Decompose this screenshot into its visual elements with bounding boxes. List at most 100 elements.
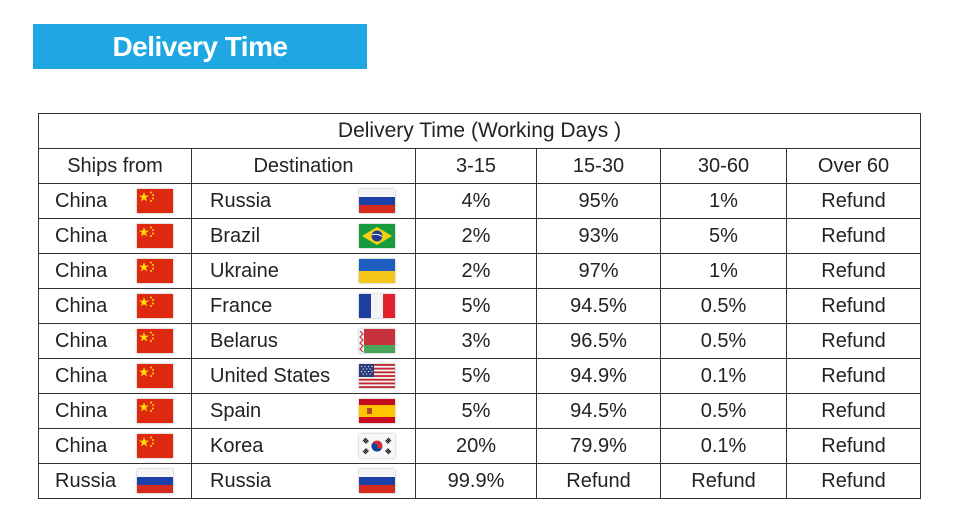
destination-label: Russia	[210, 469, 272, 492]
ships-from-cell: China	[38, 323, 192, 359]
destination-cell: Spain	[191, 393, 416, 429]
ships-from-cell: China	[38, 218, 192, 254]
header-row: Ships from Destination 3-15 15-30 30-60 …	[38, 148, 922, 184]
ships-from-label: China	[55, 294, 108, 317]
over-60-cell: Refund	[785, 428, 922, 464]
pct-30-60-cell: 0.5%	[660, 288, 787, 324]
destination-cell: United States	[191, 358, 416, 394]
ships-from-cell: China	[38, 393, 192, 429]
over-60-cell: Refund	[785, 323, 922, 359]
pct-15-30-cell: 94.9%	[536, 358, 661, 394]
ships-from-label: Russia	[55, 469, 117, 492]
destination-label: Russia	[210, 189, 272, 212]
table-row: China Belarus 3% 96.5% 0.5% Refund	[38, 323, 922, 359]
col-header-destination: Destination	[191, 148, 416, 184]
pct-3-15-cell: 99.9%	[415, 463, 537, 499]
pct-3-15-cell: 5%	[415, 288, 537, 324]
destination-cell: Ukraine	[191, 253, 416, 289]
pct-30-60-cell: 0.1%	[660, 358, 787, 394]
table-row: Russia Russia 99.9% Refund Refund Refund	[38, 463, 922, 499]
korea-flag-icon	[359, 434, 395, 458]
table-title: Delivery Time (Working Days )	[37, 113, 922, 149]
china-flag-icon	[137, 189, 173, 213]
china-flag-icon	[137, 329, 173, 353]
destination-label: Belarus	[210, 329, 278, 352]
pct-15-30-cell: 97%	[536, 253, 661, 289]
destination-cell: France	[191, 288, 416, 324]
china-flag-icon	[137, 294, 173, 318]
destination-cell: Russia	[191, 463, 416, 499]
pct-3-15-cell: 2%	[415, 253, 537, 289]
usa-flag-icon	[359, 364, 395, 388]
pct-15-30-cell: 94.5%	[536, 393, 661, 429]
pct-15-30-cell: 95%	[536, 183, 661, 219]
over-60-cell: Refund	[785, 253, 922, 289]
col-header-15-30: 15-30	[536, 148, 661, 184]
destination-label: Spain	[210, 399, 262, 422]
belarus-flag-icon	[359, 329, 395, 353]
brazil-flag-icon	[359, 224, 395, 248]
pct-30-60-cell: 0.5%	[660, 393, 787, 429]
pct-3-15-cell: 2%	[415, 218, 537, 254]
pct-15-30-cell: 93%	[536, 218, 661, 254]
destination-label: Brazil	[210, 224, 261, 247]
table-row: China Russia 4% 95% 1% Refund	[38, 183, 922, 219]
ships-from-label: China	[55, 189, 108, 212]
destination-cell: Brazil	[191, 218, 416, 254]
over-60-cell: Refund	[785, 393, 922, 429]
pct-30-60-cell: 1%	[660, 253, 787, 289]
destination-label: France	[210, 294, 273, 317]
col-header-30-60: 30-60	[660, 148, 787, 184]
russia-flag-icon	[359, 189, 395, 213]
pct-30-60-cell: 0.1%	[660, 428, 787, 464]
pct-3-15-cell: 5%	[415, 393, 537, 429]
ships-from-cell: China	[38, 253, 192, 289]
china-flag-icon	[137, 224, 173, 248]
table-row: China France 5% 94.5% 0.5% Refund	[38, 288, 922, 324]
pct-3-15-cell: 3%	[415, 323, 537, 359]
destination-label: Korea	[210, 434, 264, 457]
ships-from-cell: China	[38, 288, 192, 324]
over-60-cell: Refund	[785, 288, 922, 324]
pct-3-15-cell: 5%	[415, 358, 537, 394]
ships-from-label: China	[55, 399, 108, 422]
over-60-cell: Refund	[785, 183, 922, 219]
ships-from-cell: Russia	[38, 463, 192, 499]
france-flag-icon	[359, 294, 395, 318]
table-row: China Spain 5% 94.5% 0.5% Refund	[38, 393, 922, 429]
russia-flag-icon	[359, 469, 395, 493]
spain-flag-icon	[359, 399, 395, 423]
over-60-cell: Refund	[785, 358, 922, 394]
destination-label: Ukraine	[210, 259, 279, 282]
china-flag-icon	[137, 434, 173, 458]
china-flag-icon	[137, 259, 173, 283]
pct-3-15-cell: 20%	[415, 428, 537, 464]
destination-cell: Belarus	[191, 323, 416, 359]
ships-from-cell: China	[38, 428, 192, 464]
pct-30-60-cell: 1%	[660, 183, 787, 219]
pct-15-30-cell: Refund	[536, 463, 661, 499]
russia-flag-icon	[137, 469, 173, 493]
pct-15-30-cell: 94.5%	[536, 288, 661, 324]
pct-15-30-cell: 96.5%	[536, 323, 661, 359]
banner-title: Delivery Time	[33, 24, 367, 69]
col-header-over-60: Over 60	[785, 148, 922, 184]
table-row: China United States 5% 94.9% 0.1% Refund	[38, 358, 922, 394]
over-60-cell: Refund	[785, 218, 922, 254]
pct-30-60-cell: 5%	[660, 218, 787, 254]
pct-30-60-cell: Refund	[660, 463, 787, 499]
ships-from-label: China	[55, 259, 108, 282]
ships-from-label: China	[55, 434, 108, 457]
table-row: China Ukraine 2% 97% 1% Refund	[38, 253, 922, 289]
china-flag-icon	[137, 364, 173, 388]
table-row: China Korea 20% 79.9% 0.1% Refund	[38, 428, 922, 464]
over-60-cell: Refund	[785, 463, 922, 499]
china-flag-icon	[137, 399, 173, 423]
destination-label: United States	[210, 364, 331, 387]
delivery-time-table: Delivery Time (Working Days ) Ships from…	[37, 113, 922, 499]
ships-from-cell: China	[38, 183, 192, 219]
table-row: China Brazil 2% 93% 5% Refund	[38, 218, 922, 254]
ukraine-flag-icon	[359, 259, 395, 283]
ships-from-label: China	[55, 329, 108, 352]
ships-from-cell: China	[38, 358, 192, 394]
